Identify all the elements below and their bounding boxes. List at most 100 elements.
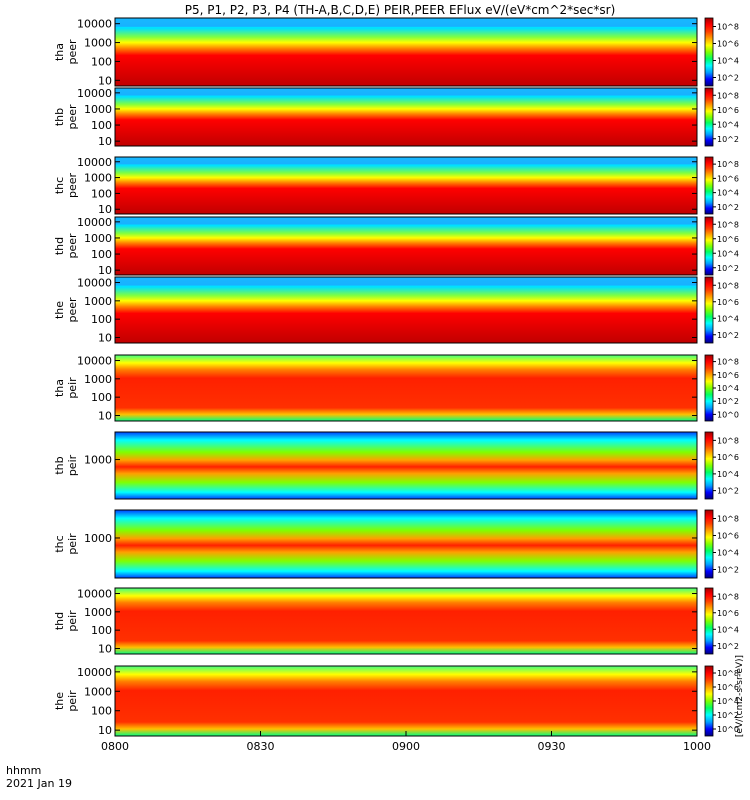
panel-the-peir: 10 100 1000 10000 the peir 10^0 10^2 10^4 10^6 10^… (53, 665, 739, 737)
y-tick-label: 10 (98, 409, 112, 422)
colorbar-tick-label: 10^4 (717, 549, 739, 558)
y-tick-label: 1000 (84, 295, 112, 308)
panel-probe-label: thd (53, 237, 66, 255)
colorbar-tick-label: 10^6 (717, 453, 739, 462)
panel-species-label: peir (66, 377, 79, 399)
colorbar-tick-label: 10^0 (717, 410, 739, 419)
colorbar-tick-label: 10^4 (717, 314, 739, 323)
panel-frame (114, 17, 698, 87)
spectrogram-image (115, 666, 697, 736)
high-energy-noise (115, 277, 697, 286)
x-tick-label: 0900 (392, 740, 420, 753)
colorbar-tick-label: 10^6 (717, 40, 739, 49)
colorbar-tick-label: 10^4 (717, 189, 739, 198)
colorbar-tick-label: 10^6 (717, 235, 739, 244)
time-axis-label: hhmm (6, 764, 41, 777)
y-tick-label: 1000 (84, 373, 112, 386)
spectrogram-image (115, 217, 697, 275)
colorbar-tick-label: 10^4 (717, 249, 739, 258)
panel-frame (114, 587, 698, 655)
x-tick-label: 1000 (683, 740, 711, 753)
y-tick-label: 100 (91, 248, 112, 261)
y-tick-label: 10 (98, 135, 112, 148)
colorbar-tick-label: 10^6 (717, 298, 739, 307)
y-tick-label: 10000 (77, 277, 112, 290)
colorbar (704, 509, 714, 579)
y-tick-label: 10 (98, 264, 112, 277)
colorbar-tick-label: 10^8 (717, 669, 739, 678)
panel-species-label: peer (66, 39, 79, 65)
panel-probe-label: tha (53, 379, 66, 397)
panel-frame (114, 87, 698, 147)
colorbar (704, 216, 714, 276)
y-tick-label: 10000 (77, 355, 112, 368)
colorbar-tick-label: 10^8 (717, 160, 739, 169)
panel-probe-label: thc (53, 535, 66, 552)
panel-frame (114, 216, 698, 276)
panel-species-label: peer (66, 173, 79, 199)
colorbar-tick-label: 10^2 (717, 711, 739, 720)
colorbar (704, 87, 714, 147)
y-tick-label: 100 (91, 187, 112, 200)
panel-probe-label: thb (53, 108, 66, 126)
colorbar-tick-label: 10^6 (717, 106, 739, 115)
colorbar-tick-label: 10^6 (717, 683, 739, 692)
y-tick-label: 10 (98, 331, 112, 344)
y-tick-label: 10 (98, 642, 112, 655)
spectrogram-image (115, 432, 697, 499)
y-tick-label: 10000 (77, 156, 112, 169)
colorbar-tick-label: 10^2 (717, 642, 739, 651)
spectrogram-image (115, 157, 697, 214)
y-tick-label: 100 (91, 391, 112, 404)
colorbar-tick-label: 10^2 (717, 264, 739, 273)
high-energy-noise (115, 88, 697, 96)
y-tick-label: 1000 (84, 232, 112, 245)
y-tick-label: 1000 (84, 685, 112, 698)
y-tick-label: 100 (91, 119, 112, 132)
panel-frame (114, 156, 698, 215)
panel-species-label: peir (66, 454, 79, 476)
y-tick-label: 100 (91, 313, 112, 326)
panel-probe-label: the (53, 692, 66, 710)
panel-thb-peer: 10 100 1000 10000 thb peer 10^2 10^4 10^6 10^8 (53, 87, 739, 148)
panel-species-label: peir (66, 533, 79, 555)
colorbar-tick-label: 10^8 (717, 515, 739, 524)
colorbar-tick-label: 10^8 (717, 436, 739, 445)
panel-frame (114, 509, 698, 579)
colorbar-tick-label: 10^2 (717, 487, 739, 496)
colorbar-tick-label: 10^2 (717, 397, 739, 406)
x-tick-label: 0800 (101, 740, 129, 753)
spectrogram-image (115, 510, 697, 578)
colorbar-tick-label: 10^2 (717, 331, 739, 340)
y-tick-label: 10000 (77, 18, 112, 31)
colorbar-tick-label: 10^8 (717, 91, 739, 100)
x-tick-label: 0830 (247, 740, 275, 753)
x-tick-label: 0930 (538, 740, 566, 753)
y-tick-label: 10000 (77, 666, 112, 679)
y-tick-label: 1000 (84, 606, 112, 619)
colorbar-tick-label: 10^4 (717, 625, 739, 634)
panel-species-label: peir (66, 690, 79, 712)
panel-tha-peer: 10 100 1000 10000 tha peer 10^2 10^4 10^6 10^8 (53, 17, 739, 87)
colorbar-tick-label: 10^2 (717, 74, 739, 83)
colorbar (704, 156, 714, 215)
panel-species-label: peir (66, 610, 79, 632)
panel-frame (114, 431, 698, 500)
time-axis-date: 2021 Jan 19 (6, 777, 72, 790)
y-tick-label: 1000 (84, 37, 112, 50)
y-tick-label: 10000 (77, 87, 112, 100)
colorbar-tick-label: 10^4 (717, 697, 739, 706)
colorbar-tick-label: 10^4 (717, 57, 739, 66)
colorbar-tick-label: 10^2 (717, 566, 739, 575)
y-tick-label: 10000 (77, 216, 112, 229)
y-tick-label: 1000 (84, 454, 112, 467)
colorbar-tick-label: 10^2 (717, 135, 739, 144)
y-tick-label: 1000 (84, 103, 112, 116)
y-tick-label: 1000 (84, 532, 112, 545)
panel-probe-label: thc (53, 177, 66, 194)
panel-thc-peir: 1000 thc peir 10^2 10^4 10^6 10^8 (53, 509, 739, 579)
high-energy-noise (115, 18, 697, 27)
